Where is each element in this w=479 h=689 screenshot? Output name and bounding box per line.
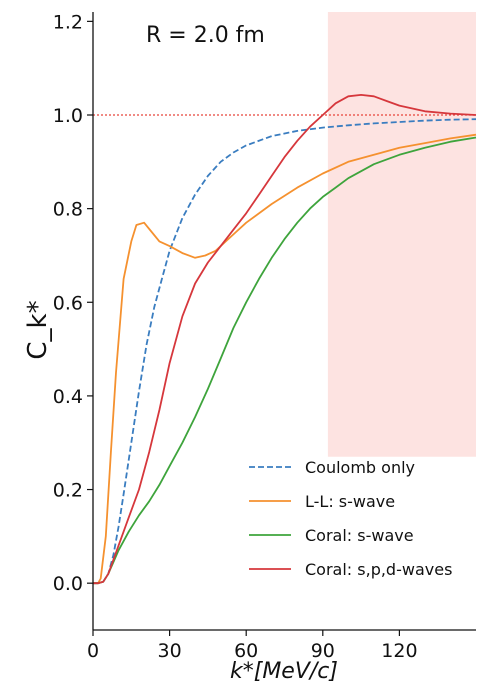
x-ticks: 0 30 60 90 120 — [87, 630, 418, 662]
legend-label-3: Coral: s,p,d-waves — [305, 560, 452, 579]
x-tick-label: 30 — [158, 640, 182, 662]
y-axis-title: C_k* — [23, 300, 53, 359]
legend-label-1: L-L: s-wave — [305, 492, 395, 511]
x-tick-label: 120 — [381, 640, 417, 662]
series-line-1 — [93, 133, 477, 585]
y-tick-label: 1.2 — [53, 11, 83, 33]
series-line-0 — [93, 118, 477, 585]
annotation-radius: R = 2.0 fm — [146, 23, 265, 48]
y-tick-label: 1.0 — [53, 105, 83, 127]
x-tick-label: 0 — [87, 640, 99, 662]
shaded-region — [327, 12, 476, 457]
legend-label-0: Coulomb only — [305, 458, 415, 477]
y-tick-label: 0.2 — [53, 480, 83, 502]
y-tick-label: 0.0 — [53, 573, 83, 595]
x-tick-label: 60 — [234, 640, 258, 662]
x-tick-label: 90 — [311, 640, 335, 662]
legend: Coulomb only L-L: s-wave Coral: s-wave Cora… — [249, 458, 452, 579]
series-line-3 — [93, 94, 477, 585]
x-axis-title: k*[MeV/c] — [230, 659, 338, 684]
y-tick-label: 0.4 — [53, 386, 83, 408]
y-tick-label: 0.6 — [53, 292, 83, 314]
series-group — [93, 94, 477, 585]
legend-label-2: Coral: s-wave — [305, 526, 414, 545]
y-ticks: 0.0 0.2 0.4 0.6 0.8 1.0 1.2 — [53, 11, 93, 595]
y-tick-label: 0.8 — [53, 199, 83, 221]
series-line-2 — [93, 136, 477, 585]
